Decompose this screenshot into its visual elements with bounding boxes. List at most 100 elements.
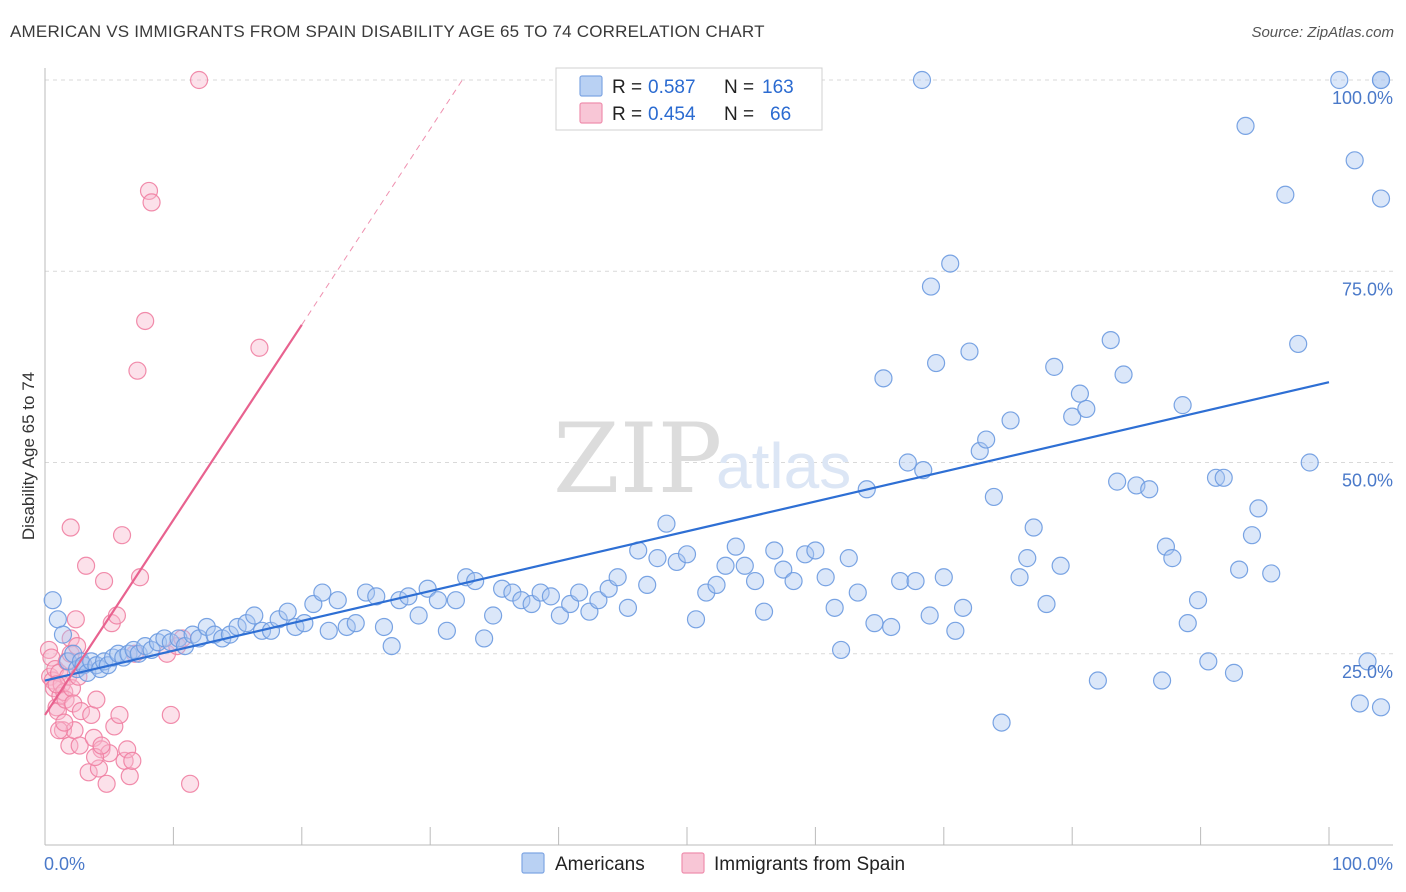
spain-point — [66, 610, 85, 629]
spain-point — [161, 705, 180, 725]
spain-point — [94, 571, 114, 591]
y-axis-label: Disability Age 65 to 74 — [19, 372, 38, 540]
spain-point — [120, 767, 139, 786]
spain-point — [128, 361, 147, 380]
spain-point — [180, 774, 200, 793]
americans-point — [1037, 594, 1056, 614]
americans-point — [735, 556, 754, 575]
spain-points — [39, 70, 269, 793]
spain-point — [61, 518, 80, 537]
series-legend-swatch-americans — [521, 852, 545, 874]
legend-r-label-americans: R = — [612, 77, 642, 98]
americans-point — [926, 353, 946, 373]
americans-point — [437, 621, 456, 640]
americans-point — [328, 591, 347, 610]
americans-point — [245, 606, 264, 625]
americans-point — [197, 617, 216, 637]
spain-point — [64, 694, 83, 713]
americans-point — [356, 583, 376, 602]
correlation-legend: R = 0.587 N = 163 R = 0.454 N = 66 — [555, 67, 823, 131]
spain-point — [118, 740, 137, 759]
americans-point — [707, 575, 726, 595]
legend-swatch-spain — [579, 102, 603, 124]
spain-point — [79, 763, 98, 782]
series-legend: Americans Immigrants from Spain — [521, 852, 905, 875]
americans-point — [657, 514, 676, 533]
americans-point — [638, 575, 657, 595]
americans-point — [1276, 185, 1295, 204]
americans-point — [865, 614, 884, 633]
americans-point — [1001, 411, 1020, 430]
americans-point — [941, 254, 960, 273]
watermark: ZIP atlas — [553, 403, 851, 515]
source-label: Source: ZipAtlas.com — [1251, 24, 1394, 41]
spain-point — [85, 747, 105, 767]
series-legend-swatch-spain — [681, 852, 705, 874]
spain-point — [142, 193, 161, 212]
legend-swatch-americans — [579, 75, 603, 97]
americans-point — [1249, 499, 1268, 518]
americans-point — [43, 591, 62, 610]
chart-title: AMERICAN VS IMMIGRANTS FROM SPAIN DISABI… — [10, 22, 765, 41]
legend-r-value-spain: 0.454 — [648, 104, 696, 125]
americans-point — [874, 369, 893, 388]
americans-point — [570, 583, 589, 602]
spain-point — [89, 759, 109, 778]
x-tick-label: 0.0% — [44, 854, 85, 874]
americans-point — [1156, 537, 1176, 556]
americans-point — [774, 560, 793, 579]
americans-point — [1163, 549, 1182, 568]
americans-point — [1088, 671, 1107, 690]
americans-point — [984, 487, 1003, 507]
watermark-atlas: atlas — [716, 430, 851, 502]
americans-point — [806, 541, 825, 560]
spain-point — [76, 556, 96, 575]
americans-point — [382, 636, 401, 656]
americans-point — [1242, 526, 1262, 545]
grid — [45, 79, 1393, 655]
americans-point — [1108, 472, 1127, 491]
spain-point — [55, 713, 74, 732]
americans-point — [839, 549, 858, 568]
americans-point — [1114, 365, 1133, 384]
americans-point — [891, 571, 910, 591]
americans-point — [934, 568, 953, 587]
spain-point — [100, 744, 119, 763]
americans-point — [960, 342, 979, 361]
americans-point — [550, 606, 569, 625]
americans-point — [313, 583, 332, 602]
americans-point — [1371, 70, 1391, 90]
americans-point — [1289, 334, 1308, 354]
americans-point — [970, 441, 989, 461]
americans-point — [1070, 384, 1090, 403]
americans-point — [677, 545, 697, 564]
americans-point — [1152, 671, 1172, 690]
axes — [44, 68, 1393, 846]
americans-point — [921, 277, 941, 296]
americans-point — [648, 549, 667, 568]
americans-point — [1330, 70, 1349, 90]
americans-point — [796, 545, 815, 564]
spain-trend-extension — [301, 79, 463, 326]
americans-point — [409, 606, 428, 625]
spain-point — [82, 705, 101, 725]
americans-point — [898, 453, 917, 472]
americans-point — [475, 629, 494, 648]
americans-point — [237, 614, 256, 633]
americans-point — [1371, 698, 1391, 717]
americans-point — [765, 541, 784, 560]
americans-point — [697, 583, 716, 602]
americans-point — [1199, 652, 1218, 671]
americans-point — [1173, 396, 1192, 415]
americans-point — [667, 552, 686, 572]
americans-point — [1101, 331, 1120, 350]
americans-point — [1214, 468, 1233, 487]
americans-point — [446, 591, 465, 610]
trend-lines — [44, 79, 1330, 716]
americans-point — [882, 617, 901, 637]
americans-point — [1077, 399, 1096, 419]
spain-point — [97, 774, 116, 793]
americans-point — [816, 568, 835, 587]
americans-point — [992, 713, 1011, 732]
